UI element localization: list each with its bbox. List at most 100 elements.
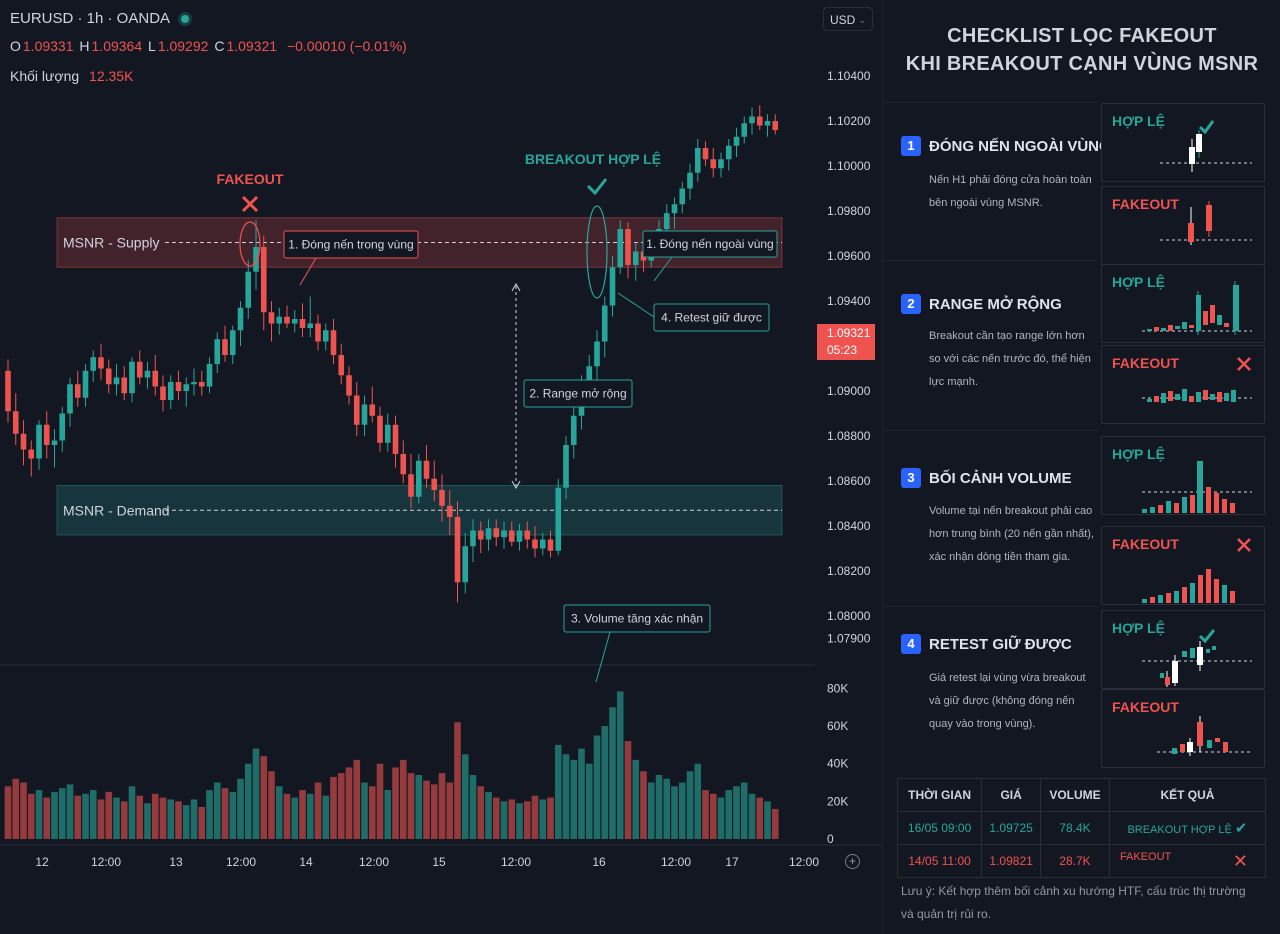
candle-body [175,382,182,391]
volume-bar [151,793,159,839]
volume-bar [446,782,454,839]
volume-bar [82,793,89,839]
open-label: O [10,38,21,54]
candle [1203,390,1208,400]
y-tick-label: 1.09400 [827,294,871,308]
candle-body [28,449,35,459]
candle [1147,399,1152,402]
candle-body [90,357,97,371]
candle [1207,740,1212,748]
panel-title-line2: KHI BREAKOUT CẠNH VÙNG MSNR [905,53,1259,75]
check-icon [1198,629,1216,644]
candle-body [346,375,352,396]
y-tick-label: 1.08400 [827,519,871,533]
volume-bar [399,759,407,839]
volume-bar [407,773,415,839]
candle-body [222,339,228,355]
volume-bar [252,748,260,839]
currency-dropdown[interactable]: USD ⌄ [823,7,873,31]
candle [1196,295,1201,331]
volume-bar [438,773,446,839]
candle [1182,497,1187,513]
breakout-title: BREAKOUT HỢP LỆ [525,150,661,167]
volume-bar [51,791,58,839]
candle-body [617,229,624,268]
candle-body [36,424,42,459]
panel-title-line1: CHECKLIST LỌC FAKEOUT [947,25,1217,47]
fake-label: FAKEOUT [1112,699,1179,715]
candle [1154,396,1159,402]
price-chart[interactable]: MSNR - Supply MSNR - Demand FAKEOUT BREAKO… [0,0,882,934]
candle [1174,591,1179,603]
candle [1212,646,1216,650]
thumb-fake-2: FAKEOUT [1101,345,1265,424]
candle [1206,649,1210,653]
y-tick-label: 1.09800 [827,204,871,218]
volume-tick-label: 20K [827,794,848,808]
add-time-icon[interactable]: + [845,854,860,869]
candle [1161,393,1166,403]
table-row: 14/05 11:00 1.09821 28.7K FAKEOUT ✕ [896,844,1267,878]
candle [1214,579,1219,603]
volume-bar [244,763,252,839]
volume-bar [283,793,291,839]
chart-area[interactable]: MSNR - Supply MSNR - Demand FAKEOUT BREAKO… [0,0,882,934]
volume-bar [647,782,655,839]
check-icon [1198,120,1215,135]
candle [1182,389,1187,401]
volume-bar [27,793,35,839]
volume-bar [733,786,740,839]
volume-bar [516,803,523,839]
candle-body [315,323,321,342]
x-tick-label: 12 [35,855,49,869]
change-value: −0.00010 (−0.01%) [286,38,407,54]
thumb-fake-1: FAKEOUT [1101,186,1265,265]
thumb-valid-3: HỢP LỆ [1101,436,1265,515]
y-tick-label: 1.08200 [827,564,871,578]
thumb-fake-3: FAKEOUT [1101,526,1265,605]
candle [1203,311,1208,325]
volume-tick-label: 80K [827,681,848,695]
candle-body [446,505,453,517]
candle-body [338,355,345,376]
open-value: 1.09331 [22,38,74,54]
item-desc: Breakout cần tạo range lớn hơn so với cá… [929,330,1091,388]
mini-chart-fake-1 [1160,201,1252,245]
volume-bar [330,776,337,839]
volume-bar [585,763,593,839]
table-header-row: THỜI GIAN GIÁ VOLUME KẾT QUẢ [896,778,1267,812]
candle-body [586,366,593,382]
volume-bar [136,795,144,839]
candle-body [508,530,515,542]
volume-bar [616,691,624,839]
volume-bar [508,799,516,839]
volume-bar [655,775,663,839]
candle-body [377,415,383,443]
volume-bar [570,759,578,839]
thumb-valid-4: HỢP LỆ [1101,610,1265,689]
volume-bar [492,797,500,839]
table-cell: 1.09725 [981,811,1042,845]
volume-bar [593,735,601,839]
candle [1158,505,1163,513]
zone-label: MSNR - Supply [63,235,159,251]
candle [1230,503,1235,513]
candle-body [749,116,755,124]
volume-bar [601,726,609,839]
candle-body [539,539,546,549]
high-label: H [79,38,90,54]
mini-chart-valid-4 [1142,629,1252,687]
x-tick-label: 14 [299,855,313,869]
table-cell: BREAKOUT HỢP LỆ ✔ [1108,811,1267,845]
checklist-item-2: 2 RANGE MỞ RỘNG Breakout cần tạo range l… [883,260,1098,430]
candle [1142,509,1147,513]
candle [1172,748,1177,754]
candle [1174,503,1179,513]
zone-label: MSNR - Demand [63,502,170,518]
annot-volume-arrow [595,631,611,683]
symbol-title[interactable]: EURUSD · 1h · OANDA [10,10,190,27]
item-number: 2 [901,294,921,314]
candle-body [532,539,538,549]
candle-body [183,384,190,391]
candle-body [136,361,143,378]
